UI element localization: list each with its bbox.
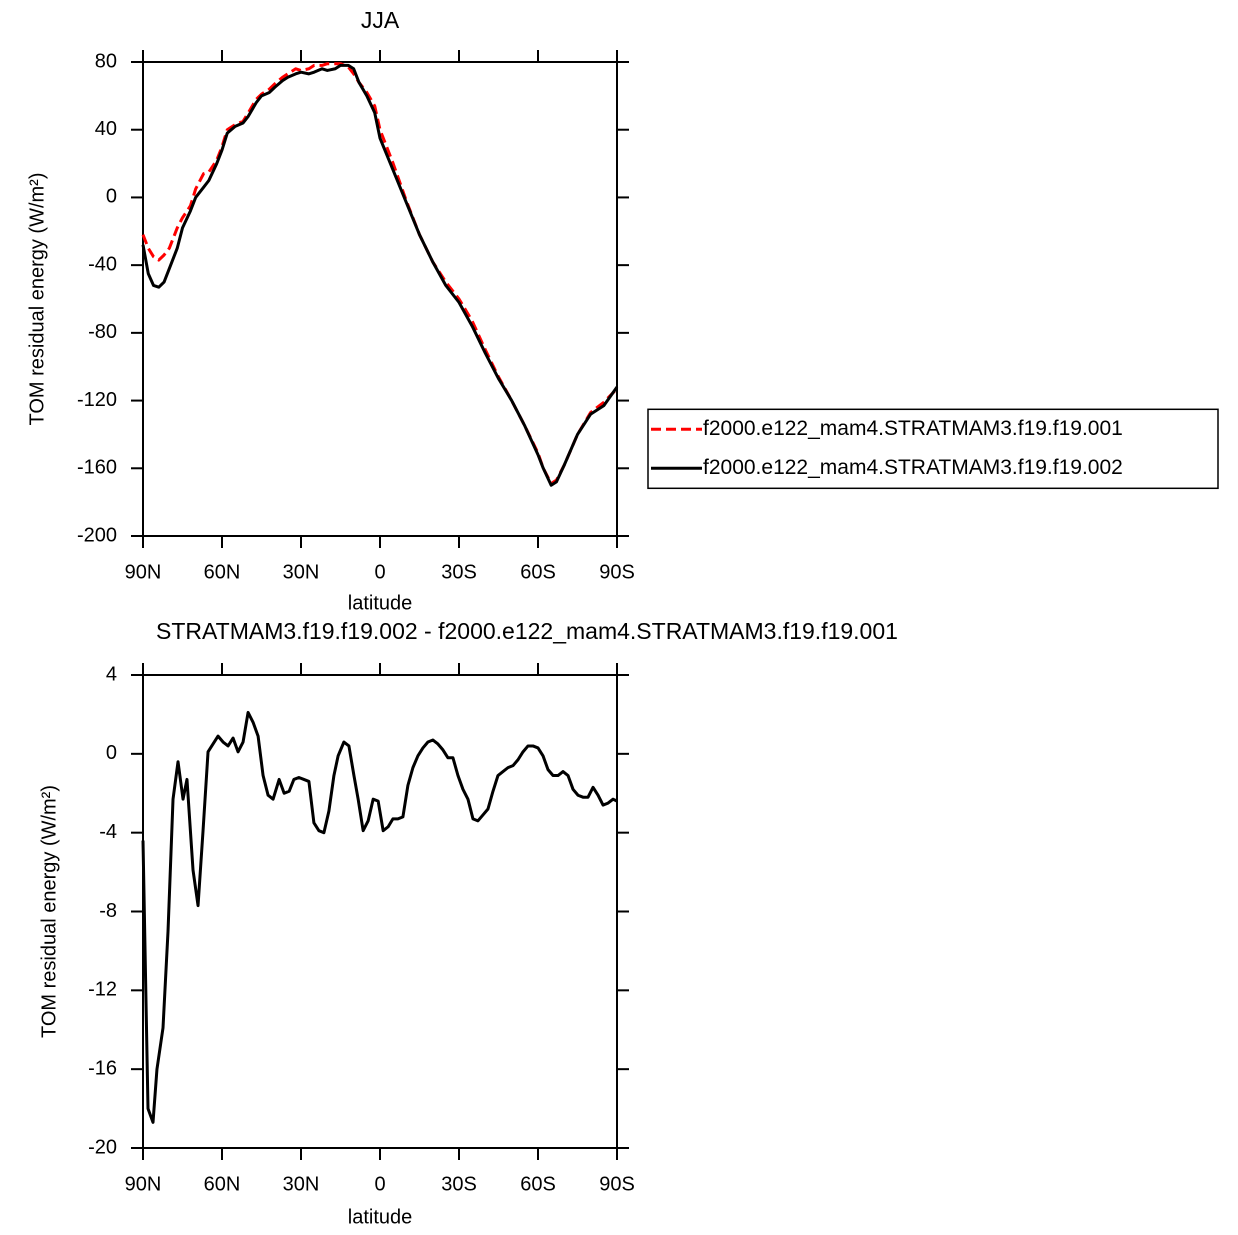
y-tick-label: 40	[95, 118, 117, 140]
x-tick-label: 60N	[204, 1173, 241, 1195]
x-tick-label: 60N	[204, 561, 241, 583]
chart-title: STRATMAM3.f19.f19.002 - f2000.e122_mam4.…	[156, 618, 898, 644]
x-tick-label: 60S	[520, 561, 556, 583]
plot-frame	[142, 674, 618, 1149]
y-tick-label: 4	[106, 663, 117, 685]
x-tick-label: 90N	[125, 1173, 162, 1195]
y-tick-label: -40	[88, 253, 117, 275]
x-tick-label: 30N	[283, 561, 320, 583]
y-tick-label: 0	[106, 742, 117, 764]
data-line	[141, 710, 618, 1124]
x-tick-label: 90S	[599, 1173, 635, 1195]
x-axis-label: latitude	[348, 592, 413, 614]
y-tick-label: -12	[88, 979, 117, 1001]
y-axis-label: TOM residual energy (W/m²)	[26, 172, 48, 425]
legend-box	[647, 408, 1219, 490]
y-tick-label: -120	[77, 389, 117, 411]
y-tick-label: -4	[99, 821, 117, 843]
x-tick-label: 90N	[125, 561, 162, 583]
y-tick-label: -20	[88, 1136, 117, 1158]
y-axis-label: TOM residual energy (W/m²)	[38, 785, 60, 1038]
data-line	[141, 62, 619, 486]
x-tick-label: 60S	[520, 1173, 556, 1195]
y-tick-label: 0	[106, 186, 117, 208]
legend-label: f2000.e122_mam4.STRATMAM3.f19.f19.001	[703, 417, 1123, 440]
y-tick-label: -200	[77, 524, 117, 546]
x-tick-label: 0	[374, 1173, 385, 1195]
data-line	[141, 63, 619, 487]
x-tick-label: 0	[374, 561, 385, 583]
legend-label: f2000.e122_mam4.STRATMAM3.f19.f19.002	[703, 456, 1123, 479]
y-tick-label: -8	[99, 900, 117, 922]
chart-title: JJA	[361, 7, 400, 33]
x-tick-label: 90S	[599, 561, 635, 583]
x-tick-label: 30N	[283, 1173, 320, 1195]
y-tick-label: -16	[88, 1057, 117, 1079]
x-tick-label: 30S	[441, 561, 477, 583]
y-tick-label: 80	[95, 50, 117, 72]
x-tick-label: 30S	[441, 1173, 477, 1195]
y-tick-label: -160	[77, 457, 117, 479]
y-tick-label: -80	[88, 321, 117, 343]
x-axis-label: latitude	[348, 1206, 413, 1228]
